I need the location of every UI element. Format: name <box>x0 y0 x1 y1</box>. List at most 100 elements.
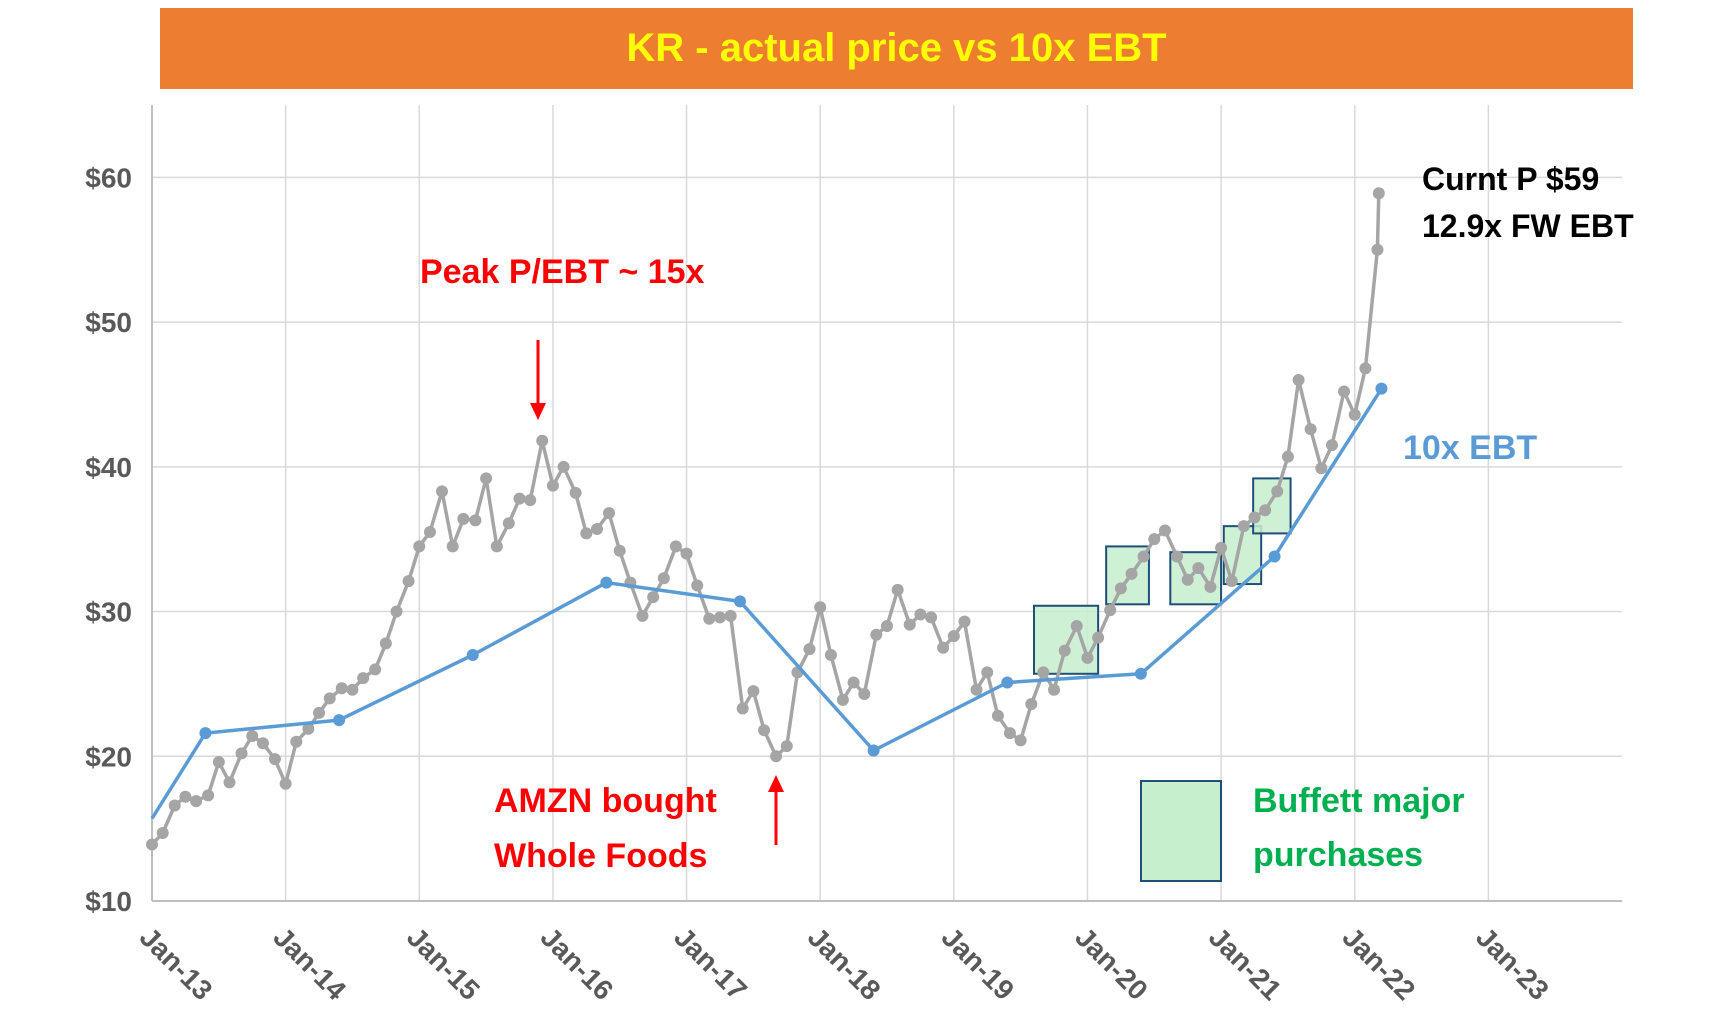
series-10x-ebt <box>150 382 1388 820</box>
data-point <box>881 620 893 633</box>
data-point <box>279 777 292 790</box>
x-tick-label: Jan-14 <box>267 921 352 1006</box>
data-point <box>246 730 259 743</box>
annotation-amzn-arrow-head <box>768 775 784 792</box>
data-point <box>1259 504 1272 517</box>
data-point <box>669 540 682 553</box>
annotation-amzn-line1: AMZN bought <box>494 782 717 820</box>
data-point <box>867 744 880 757</box>
data-point <box>199 727 212 740</box>
x-tick-label: Jan-16 <box>535 921 620 1006</box>
series-actual-price <box>146 187 1385 851</box>
gridlines <box>152 105 1622 901</box>
data-point <box>734 595 746 608</box>
data-point <box>947 630 960 643</box>
y-tick-label: $40 <box>85 452 132 483</box>
data-point <box>446 540 459 553</box>
data-point <box>1181 573 1194 586</box>
y-tick-label: $60 <box>85 162 132 193</box>
data-point <box>1292 373 1305 386</box>
data-point <box>636 609 649 622</box>
data-point <box>179 790 192 803</box>
x-tick-label: Jan-23 <box>1470 921 1555 1006</box>
data-point <box>824 648 837 661</box>
x-tick-label: Jan-17 <box>668 921 753 1006</box>
data-point <box>1268 550 1281 563</box>
data-point <box>457 512 470 525</box>
data-point <box>713 611 726 624</box>
y-tick-label: $50 <box>85 307 132 338</box>
x-tick-label: Jan-15 <box>401 921 486 1006</box>
data-point <box>1025 698 1038 711</box>
data-point <box>268 753 281 766</box>
data-point <box>313 706 326 719</box>
data-point <box>536 434 549 447</box>
data-point <box>423 525 436 538</box>
axes <box>151 105 1622 902</box>
x-tick-label: Jan-18 <box>802 921 887 1006</box>
data-point <box>569 486 582 499</box>
data-point <box>1359 362 1372 375</box>
data-point <box>466 648 479 661</box>
x-tick-label: Jan-20 <box>1069 921 1154 1006</box>
data-point <box>346 683 359 696</box>
data-point <box>580 527 593 540</box>
data-point <box>1225 575 1238 588</box>
data-point <box>747 685 760 698</box>
data-point <box>1170 550 1183 563</box>
data-point <box>647 591 660 604</box>
data-point <box>736 702 749 715</box>
data-point <box>691 579 704 592</box>
data-point <box>369 663 382 676</box>
data-point <box>758 724 771 737</box>
data-point <box>903 618 916 631</box>
data-point <box>190 795 203 808</box>
data-point <box>1081 651 1094 664</box>
data-point <box>770 750 783 763</box>
data-point <box>379 637 392 650</box>
data-point <box>1048 683 1061 696</box>
data-point <box>390 605 403 618</box>
data-point <box>469 514 482 527</box>
data-point <box>613 544 626 557</box>
data-point <box>546 479 559 492</box>
data-point <box>1104 604 1117 617</box>
data-point <box>323 692 336 705</box>
data-point <box>991 709 1004 722</box>
data-point <box>914 608 927 621</box>
legend-label-buffett-line2: purchases <box>1253 836 1423 874</box>
data-point <box>870 628 883 641</box>
data-point <box>290 735 303 748</box>
data-point <box>891 583 904 596</box>
data-point <box>513 492 526 505</box>
data-point <box>970 683 983 696</box>
data-point <box>680 547 693 560</box>
data-point <box>502 517 515 530</box>
chart-title-banner: KR - actual price vs 10x EBT <box>160 8 1633 89</box>
data-point <box>814 601 827 614</box>
x-tick-label: Jan-19 <box>936 921 1021 1006</box>
y-axis-ticks: $10 $20 $30 $40 $50 $60 <box>85 162 132 917</box>
data-point <box>335 682 348 695</box>
x-tick-label: Jan-21 <box>1203 921 1288 1006</box>
data-point <box>357 672 370 685</box>
data-point <box>591 523 604 536</box>
data-point <box>1375 382 1388 395</box>
data-point <box>703 612 716 625</box>
data-point <box>168 799 181 812</box>
data-point <box>836 693 849 706</box>
data-point <box>858 688 871 701</box>
annotation-10x-ebt-label: 10x EBT <box>1403 429 1537 467</box>
data-point <box>490 540 503 553</box>
data-point <box>1192 562 1205 575</box>
data-point <box>223 776 236 789</box>
data-point <box>1338 385 1351 398</box>
data-point <box>925 611 938 624</box>
data-point <box>1372 187 1385 200</box>
data-point <box>402 575 415 588</box>
data-point <box>1070 620 1083 633</box>
data-point <box>413 540 426 553</box>
data-point <box>1037 666 1050 679</box>
legend-swatch-buffett <box>1140 780 1222 882</box>
